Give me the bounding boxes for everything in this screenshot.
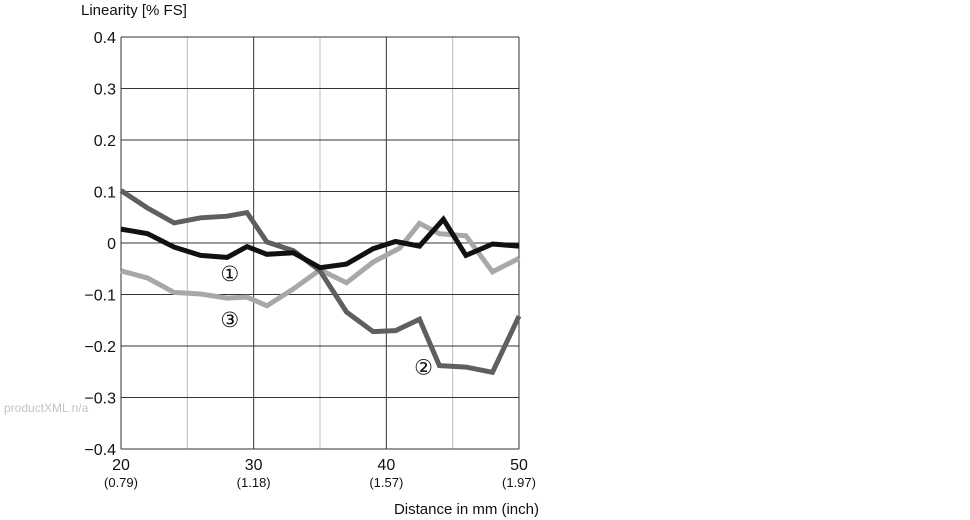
x-tick-label: 40: [377, 457, 395, 474]
x-axis-label: Distance in mm (inch): [394, 501, 539, 518]
watermark-text: productXML n/a: [4, 401, 89, 415]
axes: 0.40.30.20.10−0.1−0.2−0.3−0.420(0.79)30(…: [84, 30, 536, 490]
x-tick-sublabel: (1.18): [237, 475, 271, 490]
series-line-1: [120, 215, 520, 271]
y-tick-label: 0.2: [94, 133, 116, 150]
series-line-2: [119, 188, 522, 376]
y-tick-label: −0.3: [84, 391, 116, 408]
x-tick-sublabel: (1.97): [502, 475, 536, 490]
y-tick-label: 0: [107, 236, 116, 253]
x-tick-sublabel: (0.79): [104, 475, 138, 490]
series-markers: ① ② ③: [220, 262, 433, 380]
series-marker-1: ①: [220, 262, 239, 286]
x-tick-label: 30: [245, 457, 263, 474]
y-tick-label: −0.1: [84, 288, 116, 305]
x-tick-sublabel: (1.57): [369, 475, 403, 490]
x-tick-label: 50: [510, 457, 528, 474]
y-axis-label: Linearity [% FS]: [81, 2, 187, 19]
series-marker-3: ③: [220, 308, 239, 332]
y-tick-label: −0.4: [84, 442, 116, 459]
series-lines: [119, 188, 522, 376]
y-tick-label: 0.1: [94, 185, 116, 202]
x-tick-label: 20: [112, 457, 130, 474]
y-tick-label: −0.2: [84, 339, 116, 356]
series-marker-2: ②: [414, 356, 433, 380]
y-tick-label: 0.3: [94, 82, 116, 99]
y-tick-label: 0.4: [94, 30, 116, 47]
